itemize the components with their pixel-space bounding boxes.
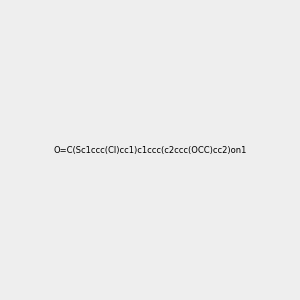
Text: O=C(Sc1ccc(Cl)cc1)c1ccc(c2ccc(OCC)cc2)on1: O=C(Sc1ccc(Cl)cc1)c1ccc(c2ccc(OCC)cc2)on… [53,146,247,154]
